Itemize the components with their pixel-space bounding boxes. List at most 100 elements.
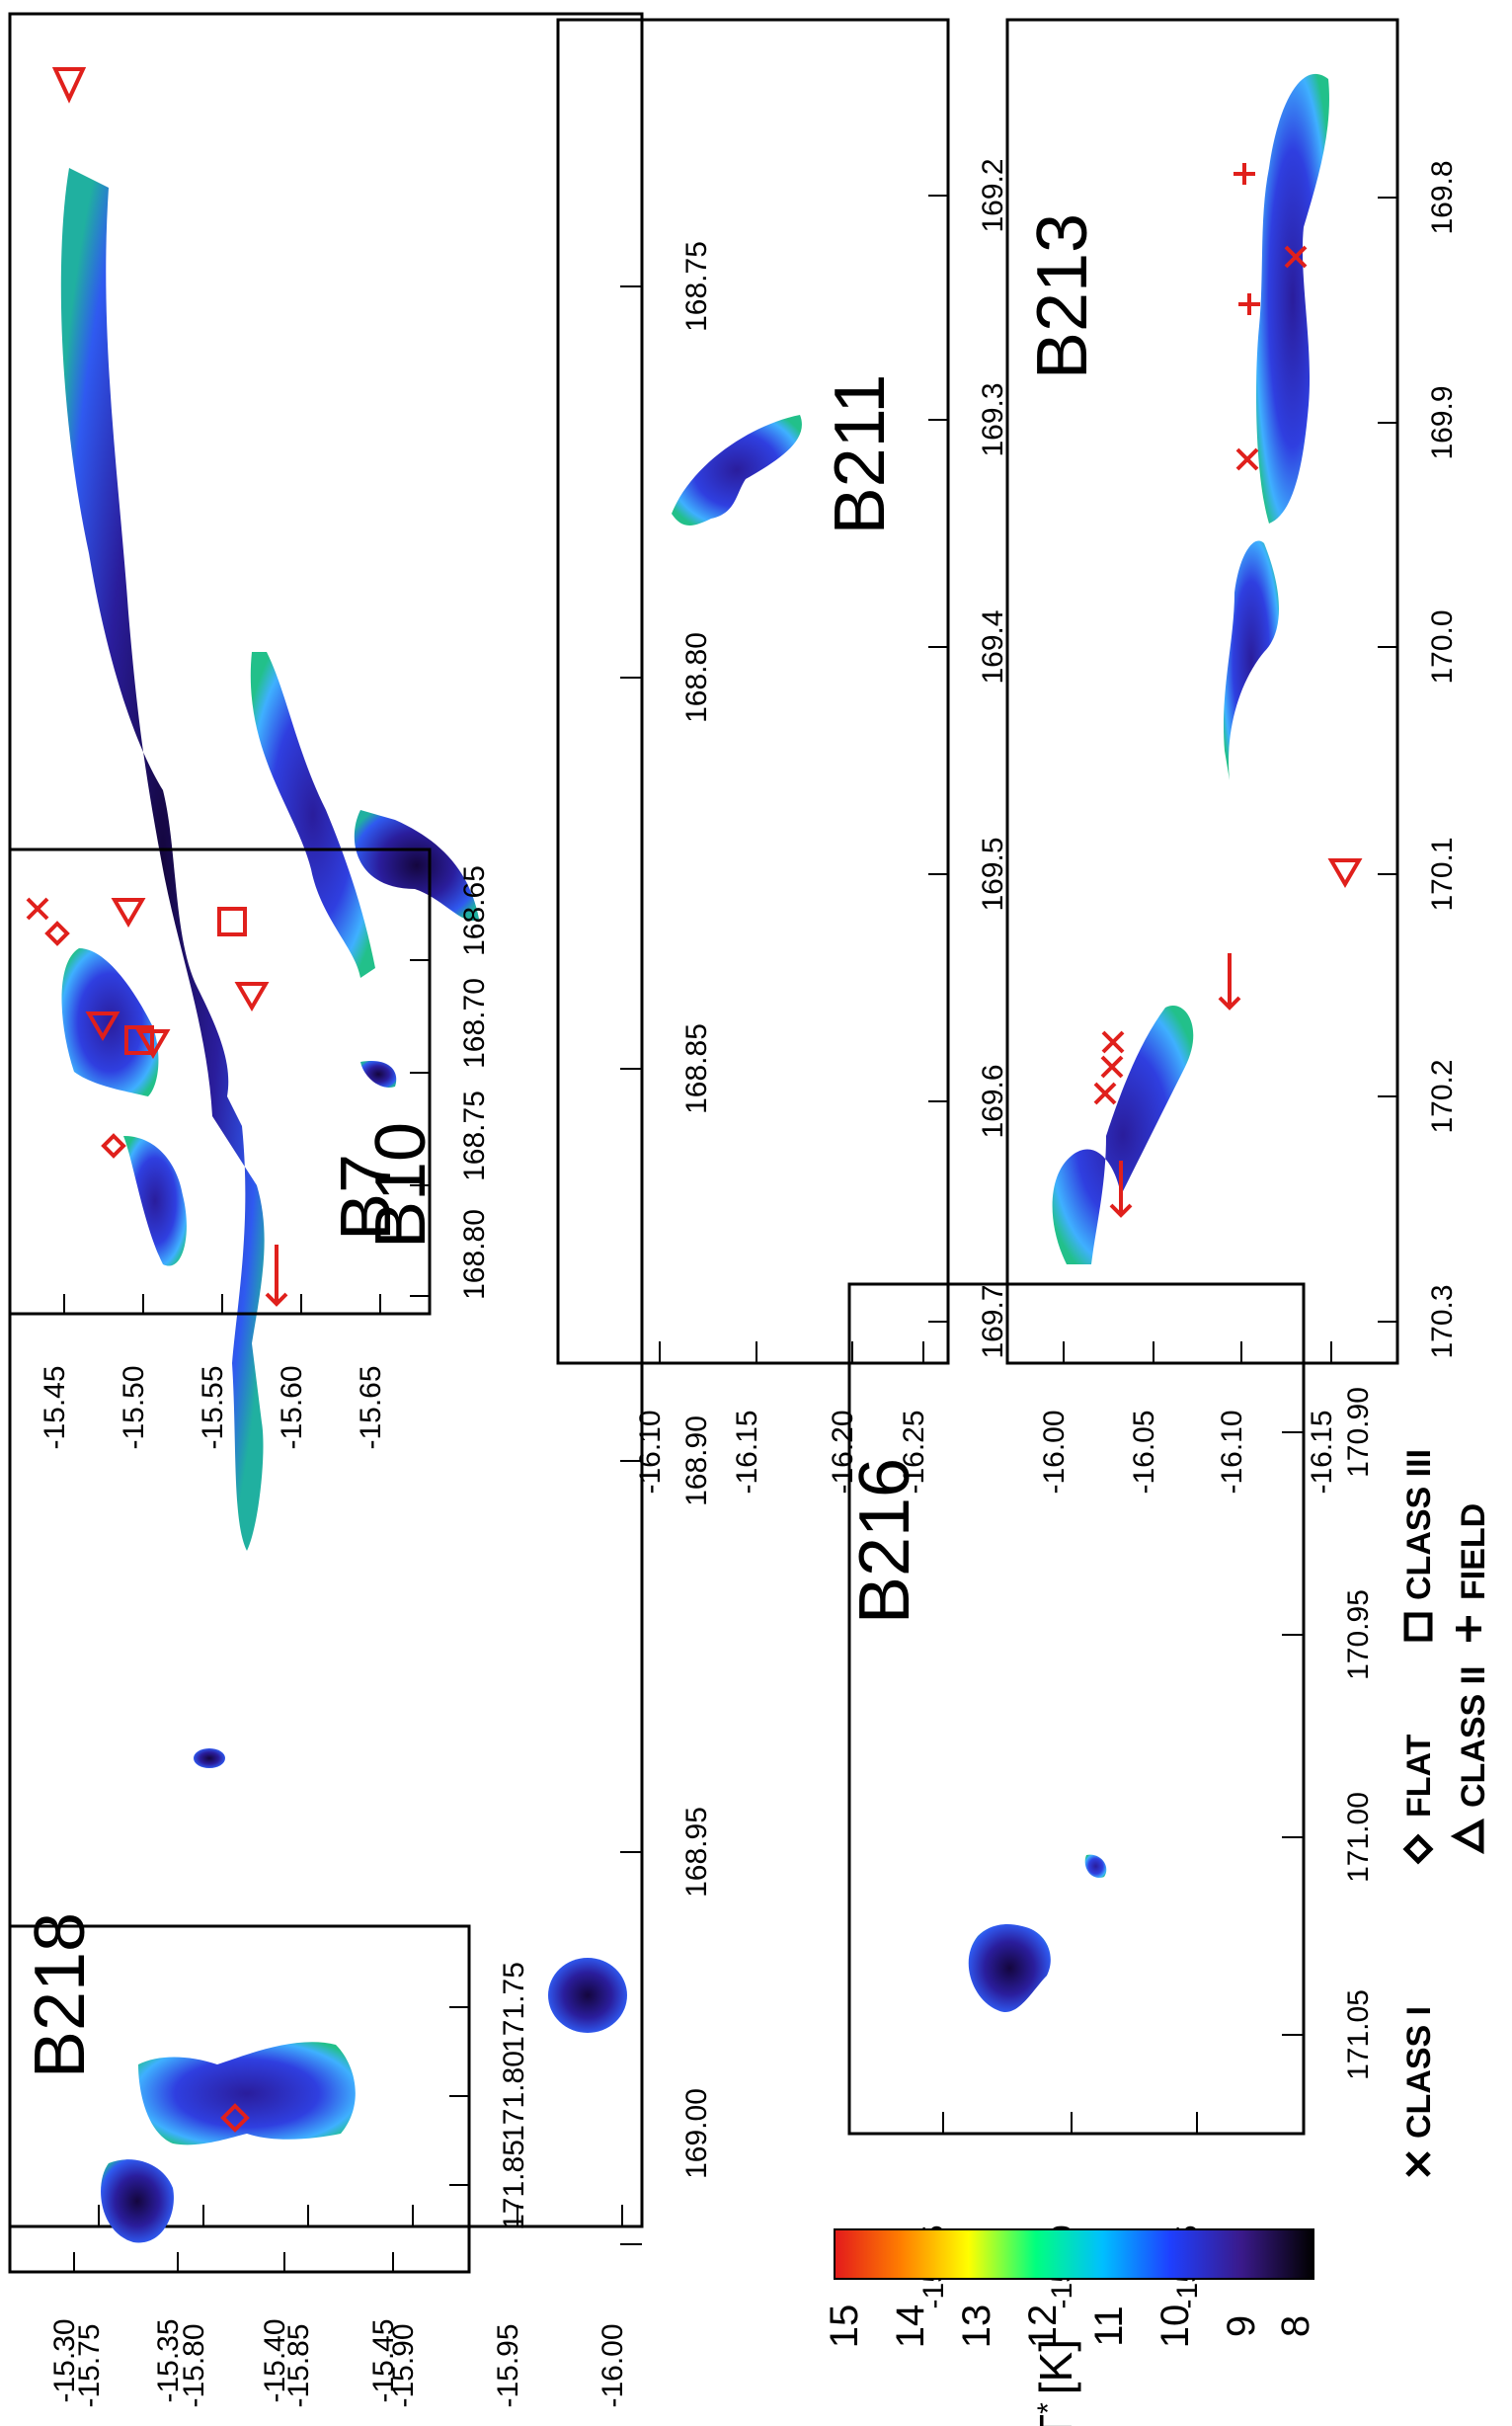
b213-ra-labels: 170.3 170.2 170.1 170.0 169.9 169.8: [1426, 160, 1459, 1358]
b211-ra-label: 169.6: [977, 1064, 1009, 1138]
b10-main-filament: [60, 168, 265, 1551]
b7-dec-label: -15.50: [118, 1365, 150, 1449]
legend-flat: FLAT: [1400, 1734, 1438, 1865]
b218-clouds: [101, 2042, 356, 2243]
colorbar-tick-label: 10: [1154, 2305, 1197, 2349]
b218-dec-label: -15.35: [152, 2318, 185, 2402]
b218-ra-label: 171.80: [498, 2051, 530, 2142]
legend-class1: CLASS I: [1400, 2006, 1438, 2177]
class-ii-triangle-marker: [85, 1011, 120, 1041]
triangle-icon: [1450, 1818, 1484, 1855]
b211-dec-label: -16.25: [898, 1410, 930, 1494]
b10-ra-label: 168.90: [680, 1415, 713, 1506]
b213-clouds: [1052, 73, 1329, 1264]
b211-ra-label: 169.2: [977, 158, 1009, 232]
b10-clump: [354, 810, 479, 922]
b10-dec-labels: -15.75 -15.80 -15.85 -15.90 -15.95 -16.0…: [73, 2323, 629, 2407]
b213-ra-label: 170.0: [1426, 609, 1459, 684]
b213-eastern-filament: [1256, 73, 1329, 524]
b213-markers: [1093, 163, 1363, 1218]
b213-frame: [1005, 18, 1399, 1365]
b213-ra-label: 170.2: [1426, 1059, 1459, 1133]
b216-clump: [1084, 1854, 1107, 1878]
class-i-cross-marker: [1235, 447, 1259, 471]
diamond-icon: [1402, 1833, 1434, 1865]
colorbar: 15 14 13 12 11 10 9 8 T* [K]: [823, 2228, 1317, 2426]
b211-dec-labels: -16.10 -16.15 -16.20 -16.25: [634, 1410, 930, 1494]
panel-b7: -15.45 -15.50 -15.55 -15.60 -15.65 168.8…: [8, 848, 491, 1450]
class-i-cross-marker: [1093, 1082, 1117, 1105]
b7-clump: [360, 1061, 397, 1088]
b213-western-filament: [1052, 1006, 1194, 1264]
b10-dec-label: -15.80: [178, 2323, 210, 2407]
legend-class3-label: CLASS III: [1400, 1449, 1438, 1600]
b7-dec-labels: -15.45 -15.50 -15.55 -15.60 -15.65: [39, 1365, 387, 1449]
b216-frame: [847, 1282, 1306, 2136]
b211-ra-label: 169.3: [977, 382, 1009, 456]
colorbar-title: T* [K]: [1030, 2339, 1081, 2426]
b10-clouds: [60, 168, 627, 2033]
b213-dec-label: -16.10: [1216, 1410, 1248, 1494]
class-iii-square-marker: [124, 1025, 154, 1055]
colorbar-tick-label: 15: [823, 2305, 866, 2349]
b218-dec-label: -15.30: [48, 2318, 81, 2402]
b7-ra-label: 168.70: [458, 978, 491, 1069]
legend: CLASS I FLAT CLASS II CLASS III FIELD: [1400, 1449, 1492, 2177]
b7-dec-label: -15.45: [39, 1365, 71, 1449]
peak-arrow: [265, 1245, 288, 1307]
b213-ra-label: 169.8: [1426, 160, 1459, 234]
legend-class2-label: CLASS II: [1455, 1665, 1492, 1808]
b213-ra-label: 169.9: [1426, 385, 1459, 459]
b216-ra-label: 171.00: [1342, 1792, 1375, 1883]
panel-b10: -15.75 -15.80 -15.85 -15.90 -15.95 -16.0…: [8, 12, 713, 2408]
b216-dec-ticks: [942, 2112, 1198, 2134]
b216-ra-label: 171.05: [1342, 1989, 1375, 2080]
b216-ra-ticks: [1282, 1431, 1304, 2036]
b211-dec-label: -16.20: [827, 1410, 859, 1494]
b213-ra-ticks: [1378, 197, 1397, 1323]
b10-clump: [250, 652, 375, 978]
b7-dec-label: -15.60: [276, 1365, 308, 1449]
legend-class1-label: CLASS I: [1400, 2006, 1438, 2139]
b7-dec-ticks: [63, 1294, 381, 1314]
b211-dec-ticks: [659, 1341, 924, 1363]
class-ii-triangle-marker: [1327, 858, 1363, 888]
colorbar-gradient: [834, 2228, 1314, 2280]
b7-panel-name: B7: [327, 1154, 406, 1241]
b218-dec-labels: -15.30 -15.35 -15.40 -15.45: [48, 2318, 400, 2402]
colorbar-label-sub: *: [1032, 2402, 1065, 2414]
class-ii-triangle-marker: [234, 982, 270, 1011]
b213-ra-label: 170.1: [1426, 837, 1459, 911]
b218-ra-label: 171.75: [498, 1962, 530, 2053]
b218-frame: [8, 1924, 471, 2274]
plus-icon: [1456, 1616, 1481, 1642]
b216-clump: [968, 1924, 1051, 2012]
panel-b213: -16.00 -16.05 -16.10 -16.15 170.3 170.2 …: [1005, 18, 1459, 1495]
b7-ra-ticks: [410, 959, 430, 1297]
colorbar-tick-label: 12: [1021, 2305, 1065, 2349]
b213-dec-label: -16.05: [1128, 1410, 1160, 1494]
flat-diamond-marker: [101, 1133, 126, 1159]
b218-dec-label: -15.40: [259, 2318, 291, 2402]
b211-frame: [556, 18, 950, 1365]
b211-dec-label: -16.10: [634, 1410, 667, 1494]
b10-dec-label: -16.00: [597, 2323, 629, 2407]
b10-dec-label: -15.90: [387, 2323, 420, 2407]
b216-panel-name: B216: [845, 1458, 924, 1624]
b7-markers: [26, 897, 270, 1159]
legend-class3: CLASS III: [1400, 1449, 1438, 1642]
b213-clump: [1223, 540, 1279, 780]
legend-field-label: FIELD: [1455, 1503, 1492, 1600]
b218-dec-label: -15.45: [367, 2318, 400, 2402]
b10-ra-label: 169.00: [680, 2088, 713, 2179]
b211-ra-ticks: [928, 195, 948, 1323]
b211-dec-label: -16.15: [731, 1410, 763, 1494]
cross-icon: [1405, 2151, 1431, 2177]
b218-clump: [101, 2159, 174, 2243]
panel-b218: -15.30 -15.35 -15.40 -15.45 171.85 171.8…: [8, 1912, 530, 2403]
flat-diamond-marker: [44, 921, 70, 946]
b218-dec-ticks: [73, 2252, 394, 2272]
b213-dec-ticks: [1063, 1341, 1332, 1363]
b10-clump: [548, 1958, 627, 2033]
